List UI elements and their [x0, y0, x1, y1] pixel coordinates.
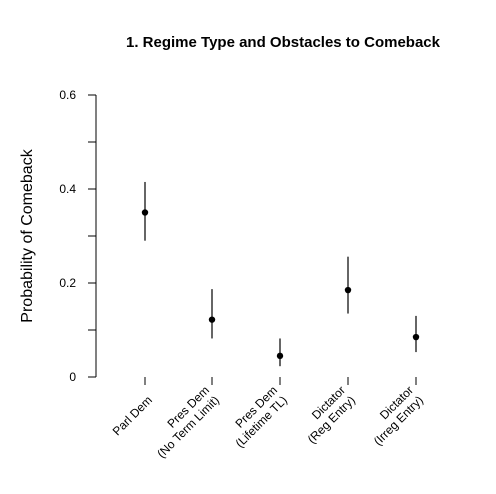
x-tick-label-group: Pres Dem(No Term Limit) — [154, 383, 222, 461]
point-estimate — [141, 209, 149, 216]
point-estimate — [208, 316, 216, 323]
point-estimates — [141, 181, 420, 367]
x-tick-label-group: Dictator(Reg Entry) — [305, 383, 358, 446]
y-tick-label: 0.2 — [59, 276, 76, 290]
point-estimate — [276, 352, 284, 360]
x-tick-label-group: Pres Dem(Lifetime TL) — [232, 383, 290, 450]
y-tick-label: 0.6 — [59, 88, 76, 102]
x-axis-ticks: Parl Dem Pres Dem(No Term Limit) Pres Dem(… — [110, 377, 426, 461]
y-tick-label: 0 — [69, 370, 76, 384]
y-tick-label: 0.4 — [59, 182, 76, 196]
x-tick-label: Parl Dem — [110, 393, 155, 438]
y-axis-ticks: 0 0.2 0.4 0.6 — [59, 88, 96, 384]
x-tick-label-group: Parl Dem — [110, 393, 155, 438]
y-axis-label: Probability of Comeback — [19, 148, 36, 322]
chart-title: 1. Regime Type and Obstacles to Comeback — [126, 34, 441, 51]
point-estimate — [412, 333, 420, 341]
point-estimate — [344, 286, 352, 294]
x-tick-label-group: Dictator(Irreg Entry) — [371, 383, 426, 448]
